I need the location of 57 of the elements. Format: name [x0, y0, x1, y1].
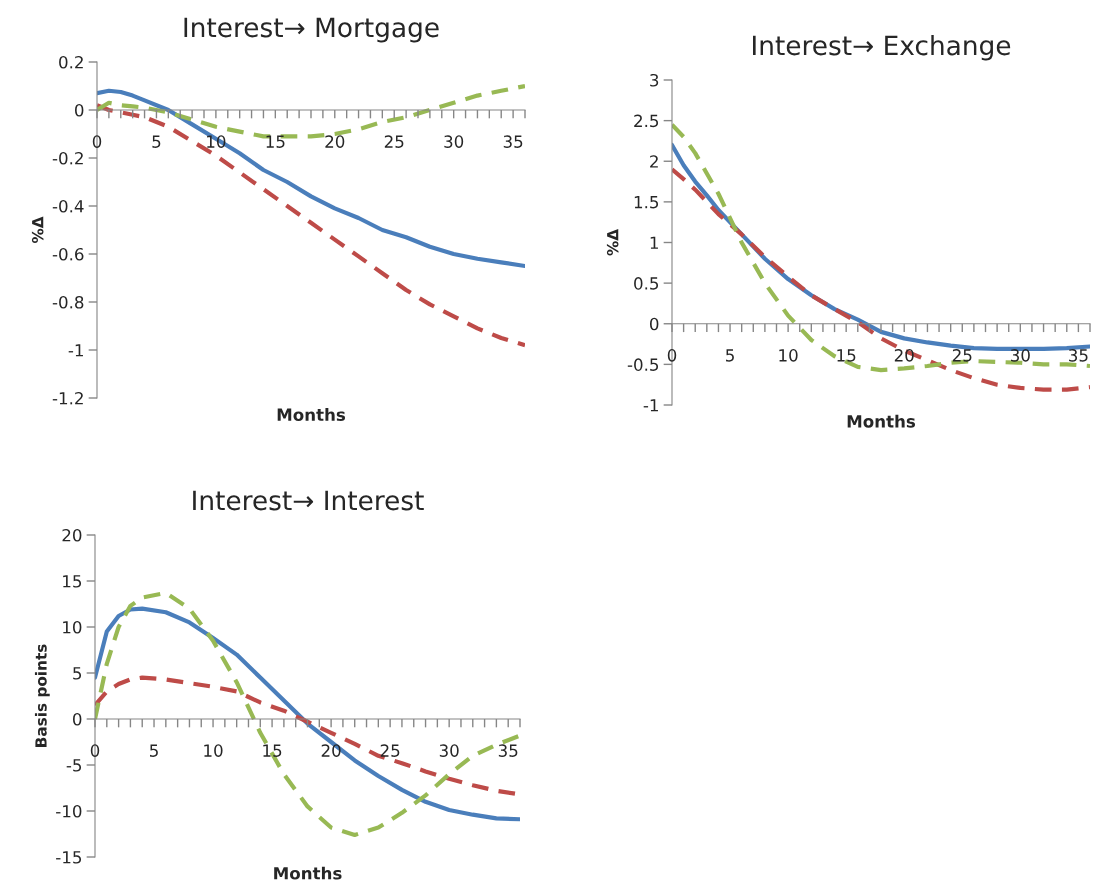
y-tick-label: 1.5 [634, 196, 659, 209]
x-tick-label: 5 [150, 744, 158, 757]
x-tick-label: 35 [498, 744, 518, 757]
y-tick-label: 0 [649, 317, 659, 331]
y-tick-label: -0.6 [52, 247, 84, 261]
y-axis-title: %Δ [31, 216, 44, 244]
x-tick-label: 5 [152, 135, 161, 148]
x-tick-label: 20 [321, 744, 341, 757]
x-tick-label: 30 [1011, 349, 1030, 362]
chart-title: Interest→ Interest [193, 490, 424, 511]
y-tick-label: 5 [73, 667, 82, 680]
y-tick-label: -5 [66, 759, 82, 772]
x-tick-label: 5 [726, 349, 734, 362]
y-tick-label: -10 [56, 804, 82, 818]
x-tick-label: 15 [837, 349, 856, 362]
x-tick-label: 35 [503, 135, 523, 148]
x-tick-label: 15 [263, 744, 282, 757]
x-tick-label: 20 [325, 135, 345, 148]
y-tick-label: 1 [650, 236, 658, 249]
x-tick-label: 25 [384, 135, 404, 148]
x-tick-label: 25 [952, 349, 972, 362]
x-tick-label: 30 [439, 744, 459, 757]
x-tick-label: 10 [779, 349, 798, 362]
y-tick-label: 3 [650, 73, 659, 87]
y-tick-label: 0.2 [59, 55, 83, 69]
x-tick-label: 0 [667, 349, 677, 362]
x-tick-label: 30 [444, 135, 464, 148]
y-tick-label: -0.4 [52, 199, 84, 213]
y-tick-label: 15 [63, 575, 82, 588]
y-tick-label: 0.5 [634, 277, 659, 290]
x-tick-label: 20 [894, 349, 914, 362]
y-axis-title: Basis points [34, 644, 50, 747]
chart-title: Interest→ Mortgage [184, 17, 439, 43]
x-tick-label: 35 [1069, 349, 1088, 362]
y-tick-label: -1 [68, 344, 83, 357]
y-tick-label: 2 [650, 155, 658, 168]
y-tick-label: 0 [74, 103, 84, 117]
y-tick-label: -1.2 [52, 391, 83, 405]
y-tick-label: -0.8 [52, 295, 84, 309]
y-tick-label: -0.2 [52, 151, 83, 165]
y-tick-label: 20 [62, 528, 82, 542]
y-tick-label: 0 [72, 712, 82, 726]
y-tick-label: 2.5 [634, 114, 659, 128]
x-tick-label: 10 [204, 744, 223, 757]
x-axis-title: Months [274, 866, 342, 880]
x-tick-label: 25 [380, 744, 400, 757]
y-axis-title: %Δ [606, 229, 619, 256]
x-axis-title: Months [847, 414, 916, 428]
chart-title: Interest→ Exchange [753, 34, 1011, 61]
y-tick-label: -1 [643, 399, 658, 412]
x-tick-label: 0 [92, 135, 102, 148]
x-axis-title: Months [277, 408, 346, 421]
y-tick-label: -0.5 [627, 358, 659, 371]
y-tick-label: 10 [63, 620, 82, 634]
x-tick-label: 15 [266, 135, 285, 148]
y-tick-label: -15 [56, 851, 82, 864]
x-tick-label: 0 [90, 744, 100, 757]
